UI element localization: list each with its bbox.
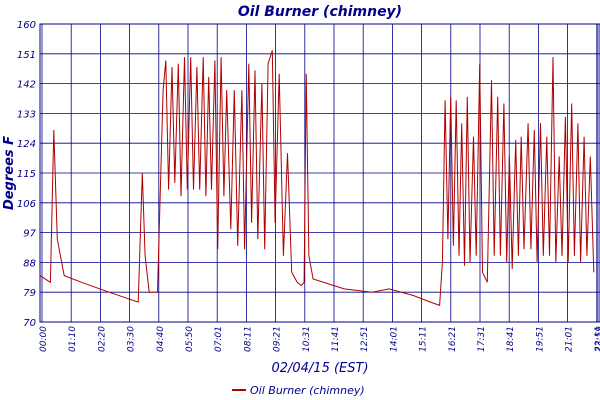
- y-tick-label: 160: [17, 20, 36, 31]
- series-line: [39, 50, 595, 307]
- x-tick-label: 22:11: [594, 326, 600, 352]
- x-tick-label: 02:20: [97, 326, 107, 352]
- legend-label: Oil Burner (chimney): [250, 384, 365, 397]
- x-tick-label: 17:31: [477, 326, 487, 352]
- y-tick-label: 79: [23, 288, 36, 299]
- x-tick-label: 03:30: [127, 326, 137, 352]
- chart-title: Oil Burner (chimney): [238, 4, 402, 20]
- x-tick-label: 01:10: [68, 326, 78, 352]
- legend: Oil Burner (chimney): [232, 384, 365, 397]
- y-tick-label: 97: [23, 229, 36, 240]
- x-tick-label: 09:21: [273, 326, 283, 352]
- y-tick-label: 133: [17, 109, 36, 120]
- y-tick-label: 124: [17, 139, 36, 150]
- series-layer: [39, 50, 595, 307]
- x-tick-label: 14:01: [389, 326, 399, 352]
- x-tick-label: 19:51: [535, 326, 545, 352]
- y-tick-label: 70: [23, 318, 36, 329]
- x-tick-label: 16:21: [448, 326, 458, 352]
- x-tick-label: 11:41: [331, 326, 341, 352]
- x-tick-label: 21:01: [565, 326, 575, 352]
- x-tick-label: 00:00: [39, 326, 49, 352]
- x-tick-label: 08:11: [243, 326, 253, 352]
- y-tick-label: 106: [17, 199, 36, 210]
- y-axis-label: Degrees F: [2, 136, 17, 210]
- x-tick-label: 05:50: [185, 326, 195, 352]
- y-tick-label: 151: [17, 50, 36, 61]
- x-tick-label: 15:11: [419, 326, 429, 352]
- x-tick-label: 07:01: [214, 326, 224, 352]
- y-tick-label: 142: [17, 80, 36, 91]
- x-axis-ticks: 00:00 01:10 02:20 03:30 04:40 05:50 07:01 08:11…: [39, 326, 600, 352]
- y-axis-ticks: 70 79 88 97 106 115 124 133 142 151 160: [17, 20, 37, 329]
- x-axis-label: 02/04/15 (EST): [271, 361, 368, 376]
- x-tick-label: 04:40: [156, 326, 166, 352]
- x-tick-label: 10:31: [302, 326, 312, 352]
- y-tick-label: 115: [17, 169, 36, 180]
- x-tick-label: 18:41: [506, 326, 516, 352]
- y-tick-label: 88: [23, 258, 36, 269]
- x-tick-label: 23:59: [595, 326, 600, 352]
- x-tick-label: 12:51: [360, 326, 370, 352]
